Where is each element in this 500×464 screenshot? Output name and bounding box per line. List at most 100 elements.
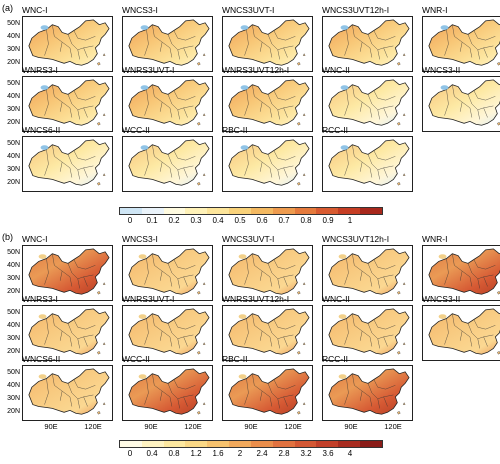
part_b-colorbar-tick-5: 2	[237, 449, 243, 458]
part_a-colorbar-tick-10: 1	[347, 216, 353, 225]
part_b-map-10-map-svg	[28, 368, 110, 415]
part_b-colorbar-swatch-10	[338, 441, 361, 447]
part_b-map-10-lat-1: 40N	[7, 382, 20, 389]
part_a-map-13-border-2	[344, 149, 349, 176]
part_a-map-11-region	[128, 139, 210, 186]
part_a-map-5-border-4	[62, 101, 73, 118]
part_a-map-0-border-4	[62, 41, 73, 58]
part_a-map-12-islands	[297, 173, 306, 186]
part_b-map-0-border-6	[83, 276, 88, 287]
part_b-map-12-region	[228, 368, 310, 415]
part_b-map-11-border-3	[173, 379, 196, 390]
part_b-map-4-border-3	[473, 259, 496, 270]
part_b-map-12-islands	[297, 402, 306, 415]
part_a-map-2-title: WNCS3UVT-I	[222, 5, 275, 15]
part_b-map-13-lon-0: 90E	[344, 422, 358, 431]
part_b-map-3-title: WNCS3UVT12h-I	[322, 234, 390, 244]
part_a-map-8-map-svg	[328, 79, 410, 126]
part_b-map-2-border-0	[252, 253, 263, 281]
part_b-map-1-region	[128, 248, 210, 295]
part_a-map-13-region	[328, 139, 410, 186]
part_a-map-0	[22, 16, 113, 72]
part_a-map-12-region	[228, 139, 310, 186]
part_b-map-3-patch	[338, 254, 347, 260]
part_a-map-2-region	[228, 19, 310, 66]
part_b-map-11-patch	[138, 374, 147, 380]
part_b-map-4-border-1	[467, 263, 494, 280]
part_b-map-5-lat-2: 30N	[7, 335, 20, 342]
part_a-map-9-title: WNCS3-II	[422, 65, 461, 75]
part_b-map-0-lat-0: 50N	[7, 249, 20, 256]
part_a-map-8-islands	[397, 113, 406, 126]
part_a-map-7-border-0	[252, 84, 263, 112]
part_a-map-2-border-0	[252, 24, 263, 52]
part_b-map-8-patch	[338, 314, 347, 320]
part_b-map-11-border-0	[152, 373, 163, 401]
part_a-map-5-lat-2: 30N	[7, 106, 20, 113]
part_a-colorbar-swatch-2	[163, 208, 186, 214]
part_b-map-7-border-3	[273, 319, 296, 330]
part_a-map-1-border-4	[162, 41, 173, 58]
part_a-map-11-border-3	[173, 150, 196, 161]
part_b-map-10-title: WNCS6-II	[22, 354, 61, 364]
part_b-colorbar-tick-1: 0.4	[146, 449, 158, 458]
part_a-map-1-border-1	[167, 34, 194, 51]
part_b-map-1-map-svg	[128, 248, 210, 295]
part_b-map-6-border-4	[162, 330, 173, 347]
part_a-map-5-border-0	[52, 84, 63, 112]
part_b-map-5-lat-3: 20N	[7, 348, 20, 355]
part_a-map-3-islands	[397, 53, 406, 66]
part_a-map-5-lat-3: 20N	[7, 119, 20, 126]
part_b-map-8-islands	[397, 342, 406, 355]
part_b-map-2-border-2	[244, 258, 249, 285]
part_b-map-12	[222, 365, 313, 421]
part_b-map-6	[122, 305, 213, 361]
part_a-map-8-border-1	[367, 94, 394, 111]
part_b-map-13-border-0	[352, 373, 363, 401]
part_b-map-3-border-6	[383, 276, 388, 287]
part_a-map-9-map-svg	[428, 79, 500, 126]
part_a-map-6-title: WNRS3UVT-I	[122, 65, 175, 75]
part_a-map-9-border-0	[452, 84, 463, 112]
part_b-map-1-border-0	[152, 253, 163, 281]
part_b-map-12-map-svg	[228, 368, 310, 415]
part_b-map-10-islands	[97, 402, 106, 415]
part_a-colorbar-swatch-4	[207, 208, 230, 214]
part_a-map-2-border-1	[267, 34, 294, 51]
part_a-map-5-border-2	[44, 89, 49, 116]
part_a-map-3-patch	[340, 25, 349, 31]
part_a-map-6-region	[128, 79, 210, 126]
part_a-colorbar-tick-1: 0.1	[146, 216, 158, 225]
part_b-map-5-border-5	[77, 338, 80, 349]
part_b-map-1-border-3	[173, 259, 196, 270]
part_a-map-3-border-3	[373, 30, 396, 41]
part_b-map-7-border-1	[267, 323, 294, 340]
part_a-map-7-border-6	[283, 107, 288, 118]
part_b-map-10	[22, 365, 113, 421]
part_b-colorbar-swatch-6	[250, 441, 273, 447]
part_a-map-12-border-5	[277, 169, 280, 180]
part_a-map-12-patch	[240, 145, 249, 151]
part_b-map-10-border-1	[67, 383, 94, 400]
part_b-map-1-border-5	[177, 278, 180, 289]
part_a-map-13	[322, 136, 413, 192]
part_b-colorbar-tick-9: 3.6	[322, 449, 334, 458]
part_a-map-1-border-0	[152, 24, 163, 52]
part_b-map-4-border-0	[452, 253, 463, 281]
part_b-map-0-border-5	[77, 278, 80, 289]
part_b-map-12-border-3	[273, 379, 296, 390]
part_a-map-12-border-6	[283, 167, 288, 178]
part_a-map-11-border-4	[162, 161, 173, 178]
part_b-map-7-border-4	[262, 330, 273, 347]
part_a-map-11-islands	[197, 173, 206, 186]
part_b-map-12-border-5	[277, 398, 280, 409]
part_b-map-2-border-6	[283, 276, 288, 287]
part_a-map-4	[422, 16, 500, 72]
part_b-map-13-border-5	[377, 398, 380, 409]
part_b-map-0-region	[28, 248, 110, 295]
part_b-map-9-title: WNCS3-II	[422, 294, 461, 304]
part_b-map-11-lon-0: 90E	[144, 422, 158, 431]
part_a-map-3-border-4	[362, 41, 373, 58]
part_b-map-8-border-3	[373, 319, 396, 330]
part_a-map-3-border-6	[383, 47, 388, 58]
